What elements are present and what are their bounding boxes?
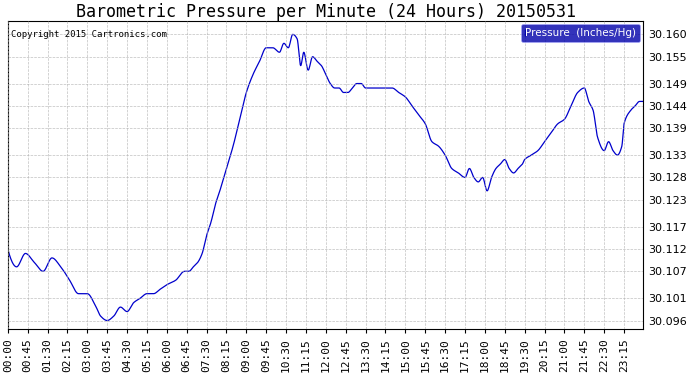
Text: Copyright 2015 Cartronics.com: Copyright 2015 Cartronics.com xyxy=(11,30,167,39)
Title: Barometric Pressure per Minute (24 Hours) 20150531: Barometric Pressure per Minute (24 Hours… xyxy=(76,3,575,21)
Legend: Pressure  (Inches/Hg): Pressure (Inches/Hg) xyxy=(521,24,640,42)
